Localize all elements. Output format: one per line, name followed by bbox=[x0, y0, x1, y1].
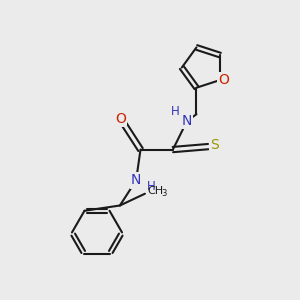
Text: O: O bbox=[115, 112, 126, 126]
Text: CH: CH bbox=[147, 186, 163, 196]
Text: O: O bbox=[218, 73, 229, 87]
Text: 3: 3 bbox=[161, 189, 167, 198]
Text: H: H bbox=[147, 180, 156, 194]
Text: N: N bbox=[131, 173, 141, 188]
Text: S: S bbox=[210, 138, 219, 152]
Text: H: H bbox=[171, 105, 180, 118]
Text: N: N bbox=[182, 114, 192, 128]
